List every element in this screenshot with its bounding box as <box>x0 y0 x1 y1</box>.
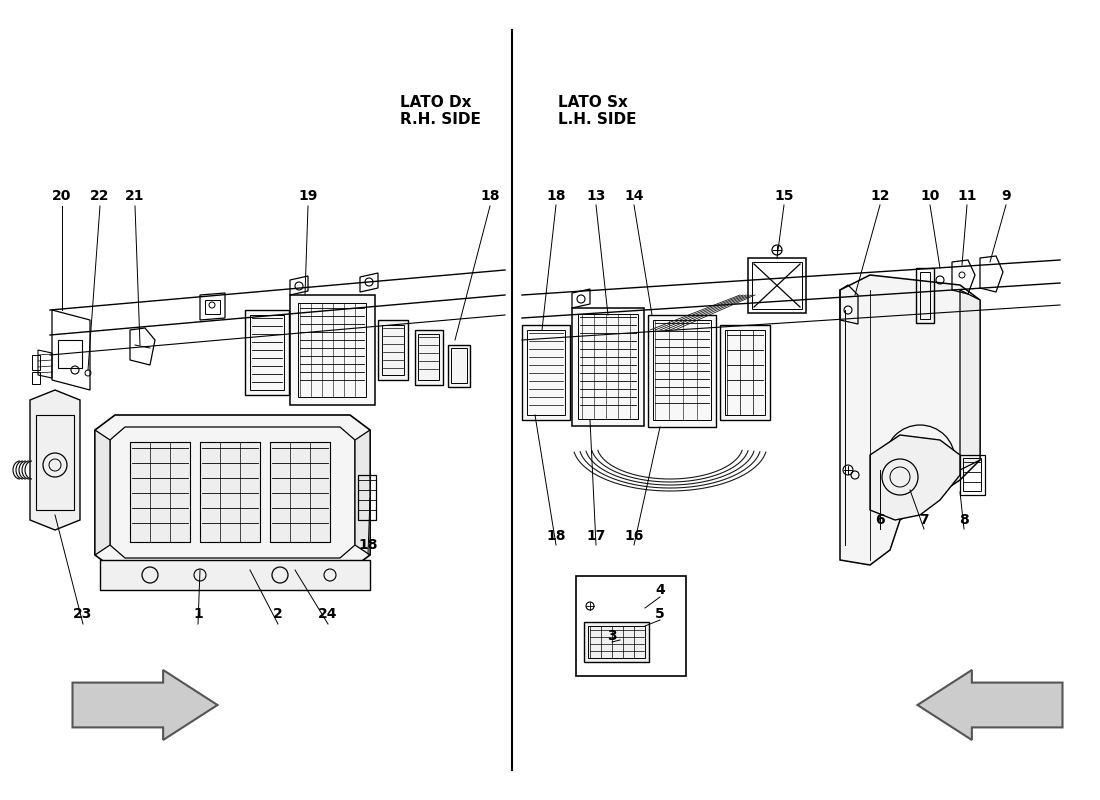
Bar <box>748 258 806 313</box>
Bar <box>578 314 638 419</box>
Bar <box>100 560 370 590</box>
Bar <box>58 340 82 368</box>
Bar <box>418 334 439 380</box>
Text: 12: 12 <box>870 189 890 203</box>
Bar <box>653 320 711 420</box>
Text: 17: 17 <box>586 529 606 543</box>
Bar <box>720 325 770 420</box>
Text: 18: 18 <box>359 538 377 552</box>
Bar <box>32 372 40 384</box>
Text: LATO Dx
R.H. SIDE: LATO Dx R.H. SIDE <box>400 95 481 127</box>
Bar <box>576 576 686 676</box>
Bar <box>205 300 220 314</box>
Bar <box>527 330 565 415</box>
Bar <box>32 355 40 370</box>
Bar <box>916 268 934 323</box>
Text: 14: 14 <box>625 189 644 203</box>
Bar <box>962 458 981 491</box>
Polygon shape <box>917 670 1063 740</box>
Bar <box>378 320 408 380</box>
Polygon shape <box>95 430 110 555</box>
Bar <box>584 622 649 662</box>
Text: 2: 2 <box>273 607 283 621</box>
Polygon shape <box>355 430 370 555</box>
Bar <box>451 348 468 383</box>
Bar <box>245 310 289 395</box>
Text: 18: 18 <box>547 189 565 203</box>
Polygon shape <box>840 275 980 565</box>
Text: 21: 21 <box>125 189 145 203</box>
Bar <box>270 442 330 542</box>
Text: 9: 9 <box>1001 189 1011 203</box>
Text: LATO Sx
L.H. SIDE: LATO Sx L.H. SIDE <box>558 95 637 127</box>
Text: 4: 4 <box>656 583 664 597</box>
Text: 20: 20 <box>53 189 72 203</box>
Polygon shape <box>30 390 80 530</box>
Bar <box>960 455 984 495</box>
Bar <box>298 303 366 397</box>
Bar <box>522 325 570 420</box>
Text: 16: 16 <box>625 529 644 543</box>
Polygon shape <box>95 415 370 570</box>
Text: 11: 11 <box>957 189 977 203</box>
Bar <box>448 345 470 387</box>
Bar <box>250 315 284 390</box>
Text: 1: 1 <box>194 607 202 621</box>
Bar <box>200 442 260 542</box>
Polygon shape <box>870 435 960 520</box>
Text: 6: 6 <box>876 513 884 527</box>
Text: 24: 24 <box>318 607 338 621</box>
Text: 13: 13 <box>586 189 606 203</box>
Text: 19: 19 <box>298 189 318 203</box>
Bar <box>130 442 190 542</box>
Bar <box>920 272 929 319</box>
Text: 18: 18 <box>547 529 565 543</box>
Text: 18: 18 <box>481 189 499 203</box>
Text: 5: 5 <box>656 607 664 621</box>
Bar <box>752 262 802 309</box>
Bar <box>572 308 644 426</box>
Polygon shape <box>73 670 218 740</box>
Bar <box>382 325 404 375</box>
Bar <box>648 315 716 427</box>
Polygon shape <box>960 290 980 470</box>
Text: 7: 7 <box>920 513 928 527</box>
Bar <box>588 626 645 658</box>
Text: 8: 8 <box>959 513 969 527</box>
Text: 10: 10 <box>921 189 939 203</box>
Bar <box>36 415 74 510</box>
Text: 22: 22 <box>90 189 110 203</box>
Bar <box>725 330 764 415</box>
Bar <box>290 295 375 405</box>
Bar <box>358 475 376 520</box>
Bar <box>415 330 443 385</box>
Text: 23: 23 <box>74 607 92 621</box>
Text: 15: 15 <box>774 189 794 203</box>
Text: 3: 3 <box>607 629 617 643</box>
